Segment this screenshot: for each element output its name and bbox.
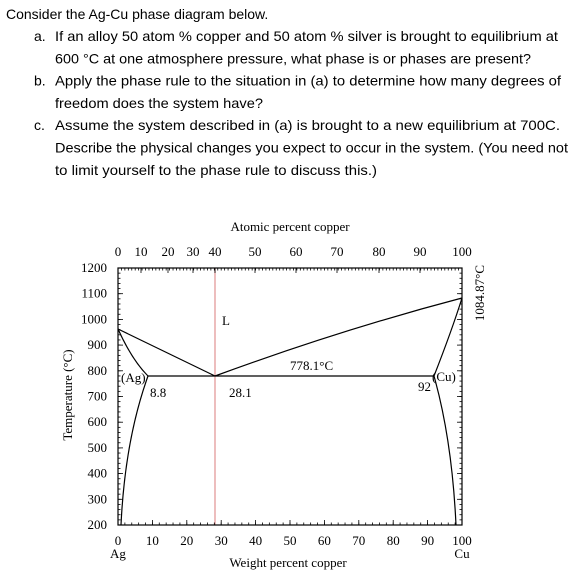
bottom-tick-label: 70 (352, 533, 365, 548)
y-tick-label: 300 (88, 491, 108, 506)
solidus-left (117, 328, 149, 377)
y-axis-title: Temperature (°C) (60, 349, 75, 440)
y-tick-label: 800 (88, 363, 108, 378)
y-tick-label: 700 (88, 389, 108, 404)
liquidus-left (117, 328, 216, 377)
diagram-label: L (222, 313, 230, 328)
item-marker: c. (34, 117, 45, 133)
bottom-axis-title: Weight percent copper (229, 555, 347, 570)
right-end-label: Cu (454, 546, 470, 561)
y-tick-label: 1100 (81, 286, 107, 301)
item-line: Describe the physical changes you expect… (55, 140, 568, 156)
item-line: If an alloy 50 atom % copper and 50 atom… (55, 28, 558, 44)
top-tick-label: 20 (162, 244, 175, 259)
y-tick-label: 500 (88, 440, 108, 455)
y-tick-label: 400 (88, 466, 108, 481)
solvus-right (433, 375, 457, 526)
diagram-label: (Ag) (121, 370, 146, 385)
y-tick-label: 1000 (81, 311, 107, 326)
top-tick-label: 60 (290, 244, 303, 259)
bottom-tick-label: 60 (318, 533, 331, 548)
minor-ticks (117, 267, 463, 526)
top-tick-label: 50 (249, 244, 262, 259)
diagram-label: 778.1°C (290, 358, 333, 373)
bottom-tick-label: 20 (180, 533, 193, 548)
item-line: Assume the system described in (a) is br… (55, 117, 560, 133)
y-tick-label: 600 (88, 414, 108, 429)
top-tick-label: 90 (414, 244, 427, 259)
top-tick-label: 70 (331, 244, 344, 259)
item-marker: a. (34, 28, 46, 44)
item-line: 600 °C at one atmosphere pressure, what … (55, 50, 531, 66)
bottom-tick-label: 90 (421, 533, 434, 548)
y-tick-label: 1200 (81, 260, 107, 275)
plot-frame (117, 267, 463, 526)
item-line: to limit yourself to the phase rule to d… (55, 162, 377, 178)
top-tick-label: 0 (115, 244, 122, 259)
solidus-right (433, 297, 463, 377)
bottom-tick-label: 30 (215, 533, 228, 548)
bottom-tick-label: 100 (452, 533, 472, 548)
top-tick-label: 10 (135, 244, 148, 259)
top-axis-title: Atomic percent copper (230, 219, 350, 234)
intro: Consider the Ag-Cu phase diagram below. (6, 6, 268, 22)
y-tick-label: 200 (88, 517, 108, 532)
top-tick-label: 100 (452, 244, 472, 259)
bottom-tick-label: 10 (146, 533, 159, 548)
item-marker: b. (34, 73, 46, 89)
diagram-label: 1084.87°C (472, 265, 487, 321)
phase-diagram (117, 267, 463, 526)
diagram-label: 8.8 (150, 385, 166, 400)
left-end-label: Ag (110, 546, 126, 561)
top-tick-label: 40 (209, 244, 222, 259)
diagram-label: (Cu) (432, 369, 456, 384)
bottom-tick-label: 0 (115, 533, 122, 548)
y-tick-label: 900 (88, 337, 108, 352)
solvus-left (120, 375, 149, 526)
bottom-tick-label: 80 (387, 533, 400, 548)
top-tick-label: 80 (373, 244, 386, 259)
top-tick-label: 30 (187, 244, 200, 259)
diagram-label: 28.1 (229, 385, 252, 400)
bottom-tick-label: 50 (284, 533, 297, 548)
liquidus-right (214, 297, 463, 377)
item-line: freedom does the system have? (55, 95, 263, 111)
diagram-label: 92 (418, 379, 431, 394)
item-line: Apply the phase rule to the situation in… (55, 73, 561, 89)
bottom-tick-label: 40 (249, 533, 262, 548)
